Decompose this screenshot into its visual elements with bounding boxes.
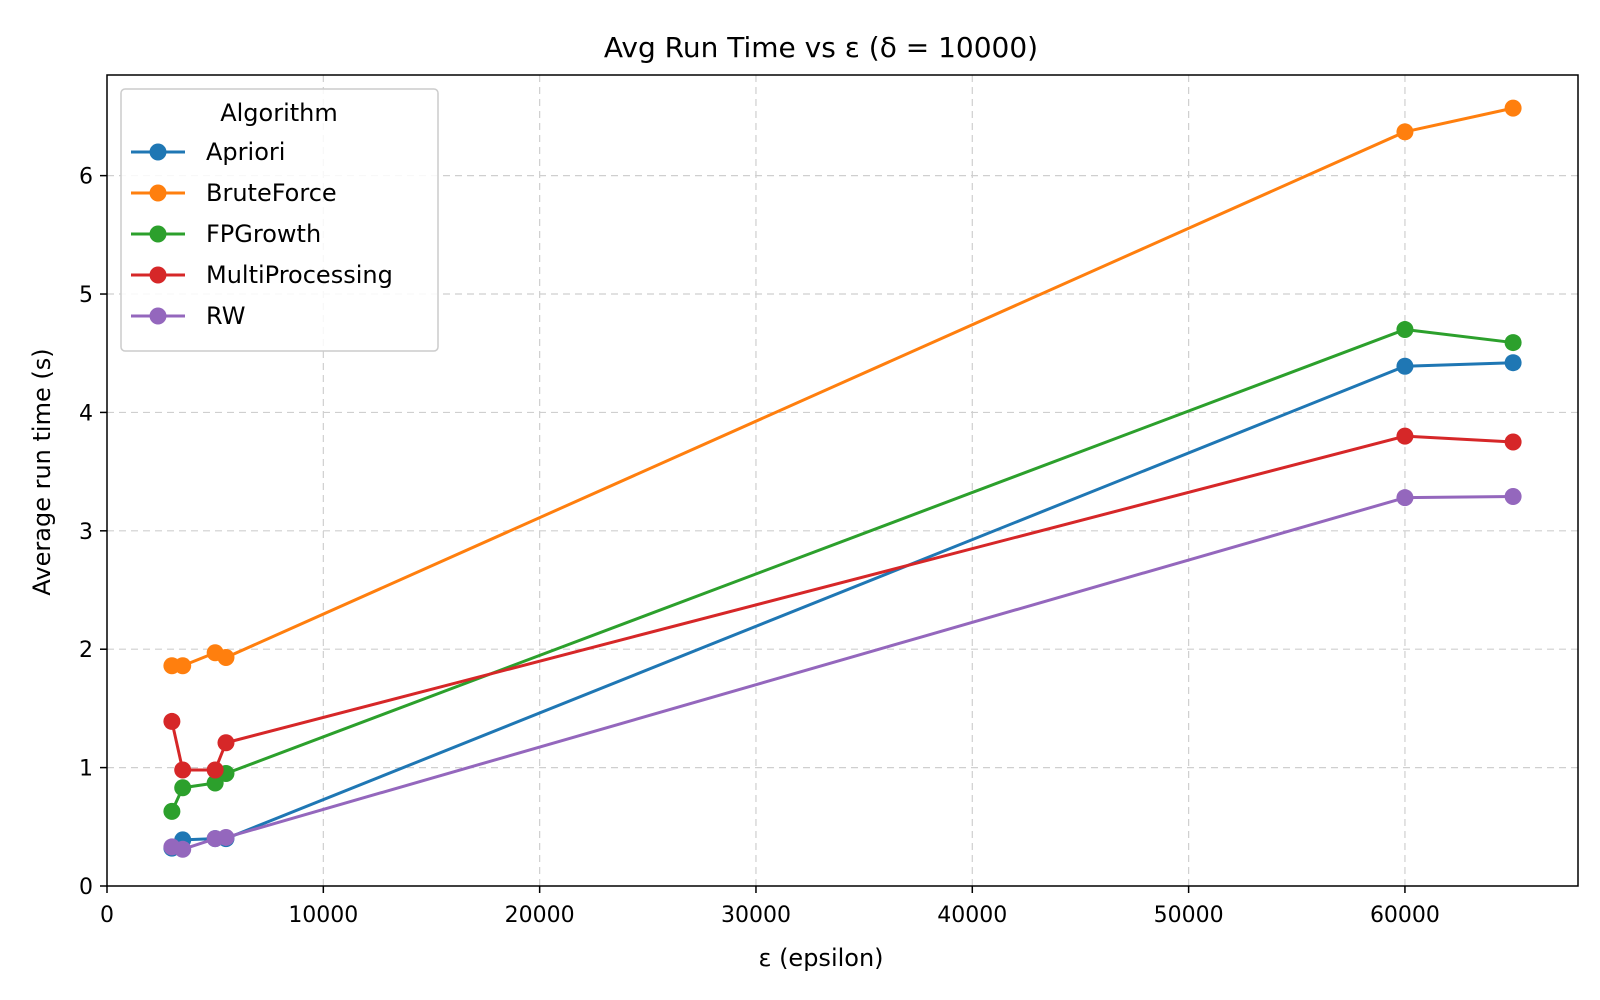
legend-box: [120, 88, 439, 352]
series-multiprocessing: [163, 427, 1522, 779]
legend: Algorithm Apriori BruteForce FPGrowth Multi…: [120, 88, 439, 352]
data-point: [217, 828, 235, 846]
data-point: [1504, 99, 1522, 117]
y-tick-label: 5: [79, 283, 93, 308]
x-axis: 0 10000 20000 30000 40000 50000 60000: [100, 886, 1440, 928]
data-point: [206, 761, 224, 779]
legend-marker: [149, 225, 167, 243]
data-point: [174, 761, 192, 779]
data-point: [1504, 354, 1522, 372]
x-tick-label: 60000: [1370, 903, 1440, 928]
y-tick-label: 1: [79, 757, 93, 782]
legend-label: Apriori: [206, 138, 285, 166]
x-tick-label: 10000: [288, 903, 358, 928]
y-tick-label: 3: [79, 520, 93, 545]
x-tick-label: 0: [100, 903, 114, 928]
legend-item-multiprocessing: MultiProcessing: [131, 261, 393, 289]
y-tick-label: 6: [79, 165, 93, 190]
x-tick-label: 40000: [937, 903, 1007, 928]
plot-frame: [106, 74, 1579, 887]
series-bruteforce: [163, 99, 1522, 675]
data-point: [174, 840, 192, 858]
data-point: [1396, 321, 1414, 339]
legend-label: RW: [206, 302, 245, 330]
legend-item-rw: RW: [131, 302, 245, 330]
x-tick-label: 30000: [721, 903, 791, 928]
x-tick-label: 50000: [1154, 903, 1224, 928]
legend-item-apriori: Apriori: [131, 138, 285, 166]
data-point: [1396, 123, 1414, 141]
y-axis-title: Average run time (s): [28, 348, 56, 595]
legend-marker: [149, 143, 167, 161]
y-tick-label: 4: [79, 401, 93, 426]
legend-marker: [149, 307, 167, 325]
legend-label: FPGrowth: [206, 220, 321, 248]
x-tick-label: 20000: [505, 903, 575, 928]
legend-label: BruteForce: [206, 179, 337, 207]
data-point: [217, 648, 235, 666]
legend-label: MultiProcessing: [206, 261, 393, 289]
data-point: [174, 779, 192, 797]
legend-marker: [149, 184, 167, 202]
y-tick-label: 0: [79, 875, 93, 900]
series-rw: [163, 487, 1522, 858]
data-point: [1396, 357, 1414, 375]
y-tick-label: 2: [79, 638, 93, 663]
data-point: [1504, 487, 1522, 505]
series-fpgrowth: [163, 321, 1522, 820]
legend-marker: [149, 266, 167, 284]
chart-title: Avg Run Time vs ε (δ = 10000): [604, 31, 1038, 64]
series-layer: [163, 99, 1522, 858]
data-point: [163, 802, 181, 820]
y-axis: 0 1 2 3 4 5 6: [79, 165, 107, 900]
legend-title: Algorithm: [220, 99, 338, 127]
data-point: [1504, 433, 1522, 451]
data-point: [1396, 489, 1414, 507]
data-point: [1504, 334, 1522, 352]
data-point: [1396, 427, 1414, 445]
data-point: [174, 657, 192, 675]
legend-item-fpgrowth: FPGrowth: [131, 220, 321, 248]
x-axis-title: ε (epsilon): [758, 944, 883, 972]
legend-item-bruteforce: BruteForce: [131, 179, 337, 207]
data-point: [163, 712, 181, 730]
legend-items: Apriori BruteForce FPGrowth MultiProcessing…: [131, 138, 393, 330]
data-point: [217, 734, 235, 752]
